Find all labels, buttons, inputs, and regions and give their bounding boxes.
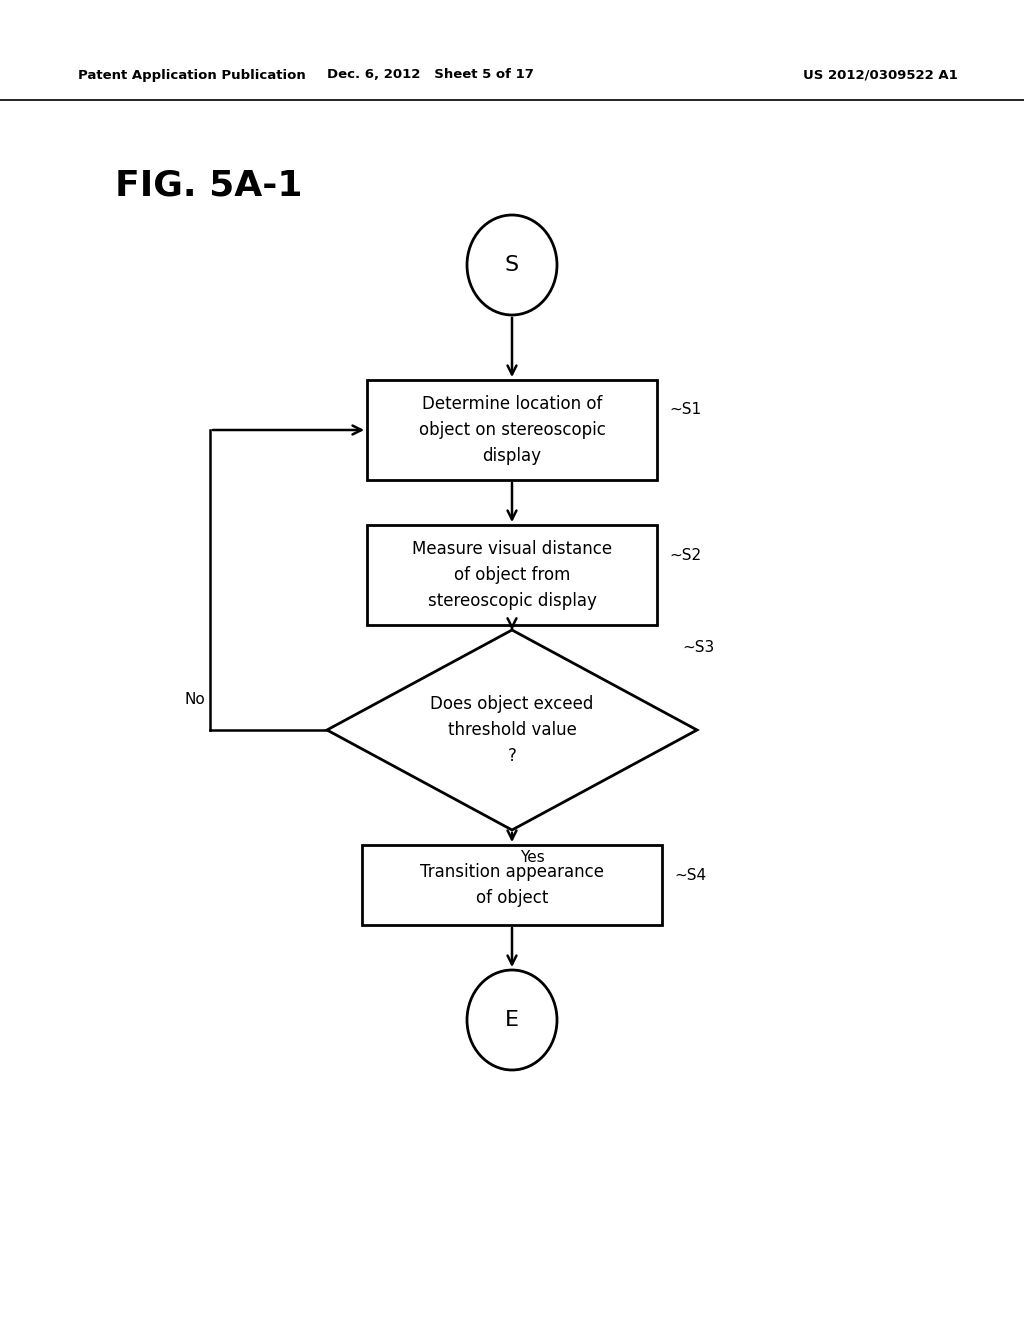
Text: US 2012/0309522 A1: US 2012/0309522 A1 (803, 69, 957, 82)
Polygon shape (327, 630, 697, 830)
FancyBboxPatch shape (362, 845, 662, 925)
Text: ~S4: ~S4 (674, 867, 707, 883)
Text: S: S (505, 255, 519, 275)
Text: No: No (184, 693, 205, 708)
Text: Yes: Yes (520, 850, 545, 866)
Text: E: E (505, 1010, 519, 1030)
Text: Transition appearance
of object: Transition appearance of object (420, 863, 604, 907)
FancyBboxPatch shape (367, 380, 657, 480)
FancyBboxPatch shape (367, 525, 657, 624)
Text: ~S2: ~S2 (669, 548, 701, 562)
Text: Dec. 6, 2012   Sheet 5 of 17: Dec. 6, 2012 Sheet 5 of 17 (327, 69, 534, 82)
Ellipse shape (467, 215, 557, 315)
Text: ~S3: ~S3 (682, 640, 715, 656)
Text: Patent Application Publication: Patent Application Publication (78, 69, 306, 82)
Text: Measure visual distance
of object from
stereoscopic display: Measure visual distance of object from s… (412, 540, 612, 610)
Text: ~S1: ~S1 (669, 403, 701, 417)
Text: FIG. 5A-1: FIG. 5A-1 (115, 168, 302, 202)
Text: Determine location of
object on stereoscopic
display: Determine location of object on stereosc… (419, 395, 605, 466)
Text: Does object exceed
threshold value
?: Does object exceed threshold value ? (430, 694, 594, 766)
Ellipse shape (467, 970, 557, 1071)
